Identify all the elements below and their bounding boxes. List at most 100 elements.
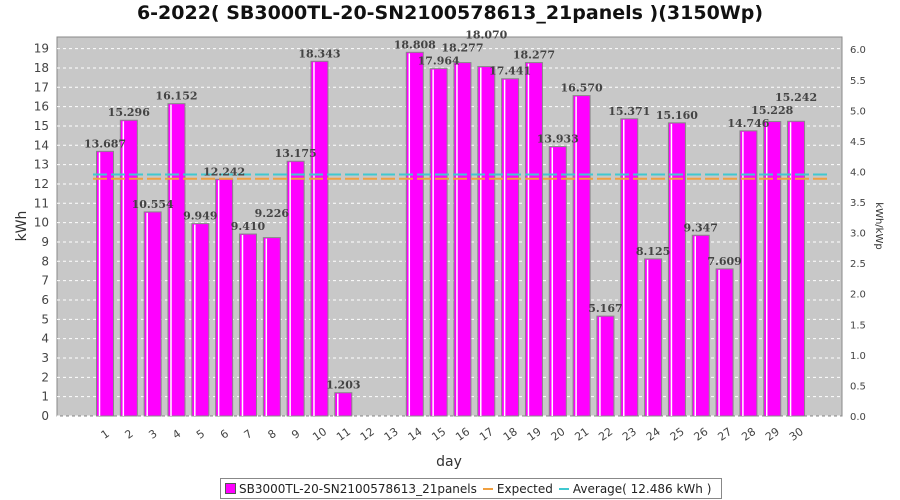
data-label: 15.371	[608, 105, 650, 118]
data-label: 10.554	[132, 198, 174, 211]
y2-tick-label: 5.0	[850, 106, 866, 117]
y-tick-label: 0	[41, 409, 49, 423]
y-tick-label: 12	[34, 177, 49, 191]
x-tick-label: 11	[334, 425, 353, 444]
y2-tick-label: 1.0	[850, 351, 866, 362]
data-label: 15.242	[775, 91, 817, 104]
data-label: 18.808	[394, 38, 436, 51]
x-tick-label: 21	[572, 425, 591, 444]
y-tick-label: 16	[34, 100, 49, 114]
y2-tick-label: 4.0	[850, 167, 866, 178]
x-tick-label: 15	[429, 425, 448, 444]
x-tick-label: 10	[310, 425, 329, 444]
y-tick-label: 17	[34, 80, 49, 94]
bar	[572, 95, 591, 417]
legend-swatch	[225, 483, 236, 494]
y-tick-label: 7	[41, 274, 49, 288]
chart-title: 6-2022( SB3000TL-20-SN2100578613_21panel…	[136, 2, 764, 24]
legend-item-average: Average( 12.486 kWh )	[558, 482, 711, 496]
bar	[167, 103, 186, 417]
y-axis-label: kWh	[14, 211, 30, 242]
data-label: 17.441	[489, 65, 531, 78]
x-tick-label: 7	[242, 427, 255, 442]
y2-tick-label: 1.5	[850, 320, 866, 331]
data-label: 9.949	[183, 210, 217, 223]
bar	[524, 62, 543, 417]
bar	[96, 150, 114, 417]
y2-tick-label: 6.0	[850, 45, 866, 56]
data-label: 17.964	[418, 55, 460, 68]
bar	[262, 237, 281, 417]
x-tick-label: 16	[453, 425, 472, 444]
y-tick-label: 8	[41, 254, 49, 268]
bar	[763, 121, 782, 417]
y-tick-label: 5	[41, 312, 49, 326]
x-tick-label: 30	[787, 425, 806, 444]
x-tick-label: 29	[763, 425, 782, 444]
data-label: 16.152	[155, 90, 197, 103]
bar	[715, 268, 734, 417]
x-tick-label: 22	[596, 425, 615, 444]
y-tick-label: 15	[34, 119, 49, 133]
bar	[739, 130, 758, 417]
y-tick-label: 4	[41, 332, 49, 346]
data-label: 18.277	[441, 42, 483, 55]
y-tick-label: 19	[34, 42, 49, 56]
bar	[620, 118, 639, 417]
y2-tick-label: 3.0	[850, 229, 866, 240]
data-label: 15.160	[656, 109, 698, 122]
x-tick-label: 17	[477, 425, 496, 444]
legend-line	[558, 487, 569, 490]
bar	[691, 234, 710, 417]
data-label: 1.203	[326, 379, 360, 392]
data-label: 18.277	[513, 49, 555, 62]
x-tick-label: 19	[525, 425, 544, 444]
data-label: 8.125	[636, 245, 670, 258]
data-label: 18.343	[298, 47, 340, 60]
x-tick-label: 3	[146, 427, 159, 442]
x-tick-label: 2	[123, 427, 136, 442]
data-label: 13.687	[84, 137, 126, 150]
x-tick-label: 1	[99, 427, 112, 442]
y2-tick-label: 2.5	[850, 259, 866, 270]
bar	[501, 78, 520, 417]
y-tick-label: 10	[34, 216, 49, 230]
legend: SB3000TL-20-SN2100578613_21panels Expect…	[220, 478, 723, 499]
data-label: 12.242	[203, 165, 245, 178]
x-tick-label: 23	[620, 425, 639, 444]
y-tick-label: 11	[34, 196, 49, 210]
bar	[191, 223, 210, 417]
bar	[143, 211, 162, 417]
y-tick-label: 3	[41, 351, 49, 365]
bar	[405, 51, 424, 417]
legend-item-series: SB3000TL-20-SN2100578613_21panels	[225, 482, 477, 496]
data-label: 9.226	[255, 207, 290, 220]
y-tick-label: 18	[34, 61, 49, 75]
y2-axis-label: kWh/kWp	[873, 202, 884, 249]
x-tick-label: 12	[358, 425, 377, 444]
y-tick-label: 14	[34, 138, 49, 152]
x-tick-label: 20	[549, 425, 568, 444]
data-label: 18.070	[465, 29, 507, 42]
legend-line	[482, 487, 493, 490]
x-axis-label: day	[436, 454, 462, 470]
data-label: 9.410	[231, 220, 266, 233]
y2-tick-label: 0.0	[850, 412, 866, 423]
bar	[453, 62, 472, 417]
x-tick-label: 5	[194, 427, 207, 442]
bar	[477, 66, 496, 417]
data-label: 7.609	[707, 255, 741, 268]
data-label: 15.296	[108, 106, 150, 119]
plot-area	[56, 36, 843, 417]
data-label: 14.746	[727, 117, 769, 130]
legend-item-expected: Expected	[482, 482, 553, 496]
x-tick-label: 6	[218, 427, 231, 442]
y-tick-label: 6	[41, 293, 49, 307]
data-label: 15.228	[751, 104, 793, 117]
x-tick-label: 28	[739, 425, 758, 444]
bar	[429, 68, 448, 417]
data-label: 13.175	[275, 147, 317, 160]
bar	[286, 160, 305, 417]
y-tick-label: 13	[34, 158, 49, 172]
